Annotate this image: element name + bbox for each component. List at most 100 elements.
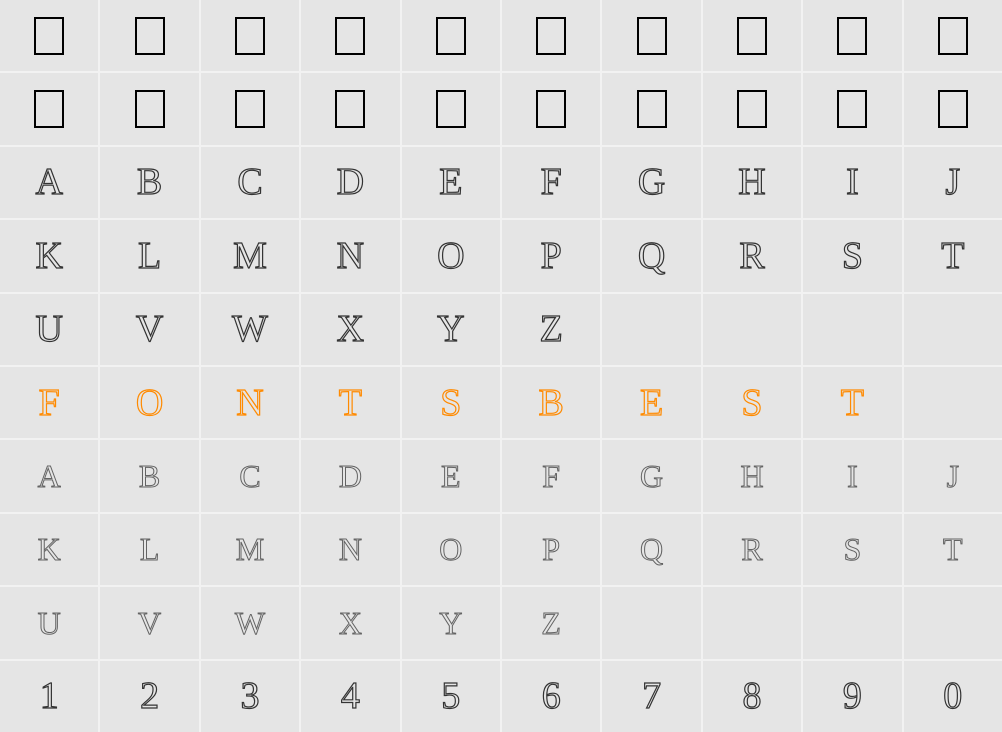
glyph-cell[interactable]: N <box>201 367 299 438</box>
glyph-cell[interactable]: T <box>904 514 1002 585</box>
glyph-cell[interactable]: B <box>502 367 600 438</box>
glyph-cell[interactable]: M <box>201 514 299 585</box>
glyph-cell[interactable]: J <box>904 147 1002 218</box>
glyph-cell[interactable]: B <box>100 147 198 218</box>
glyph-cell[interactable]: 7 <box>602 661 700 732</box>
glyph-cell[interactable]: J <box>904 440 1002 511</box>
glyph-cell[interactable]: X <box>301 294 399 365</box>
glyph-cell[interactable]: D <box>301 440 399 511</box>
glyph-cell[interactable] <box>201 73 299 144</box>
glyph-cell[interactable] <box>602 73 700 144</box>
empty-cell <box>602 294 700 365</box>
glyph-cell[interactable]: Z <box>502 294 600 365</box>
glyph-cell[interactable]: O <box>402 514 500 585</box>
glyph-cell[interactable]: L <box>100 514 198 585</box>
glyph-cell[interactable]: 1 <box>0 661 98 732</box>
glyph-cell[interactable] <box>703 0 801 71</box>
glyph-cell[interactable]: B <box>100 440 198 511</box>
glyph-cell[interactable]: A <box>0 147 98 218</box>
glyph-cell[interactable]: I <box>803 440 901 511</box>
empty-cell <box>703 294 801 365</box>
glyph-cell[interactable] <box>904 0 1002 71</box>
glyph-cell[interactable]: H <box>703 147 801 218</box>
glyph-cell[interactable]: V <box>100 294 198 365</box>
glyph-cell[interactable]: T <box>904 220 1002 291</box>
glyph-cell[interactable]: Y <box>402 587 500 658</box>
glyph-cell[interactable] <box>703 73 801 144</box>
glyph-cell[interactable]: 3 <box>201 661 299 732</box>
glyph-cell[interactable]: R <box>703 220 801 291</box>
glyph-cell[interactable]: P <box>502 514 600 585</box>
glyph-cell[interactable]: G <box>602 147 700 218</box>
glyph-cell[interactable]: W <box>201 294 299 365</box>
glyph-cell[interactable]: V <box>100 587 198 658</box>
glyph-char: 6 <box>542 677 561 715</box>
glyph-cell[interactable]: U <box>0 587 98 658</box>
glyph-cell[interactable] <box>0 0 98 71</box>
glyph-cell[interactable]: L <box>100 220 198 291</box>
glyph-cell[interactable]: W <box>201 587 299 658</box>
glyph-cell[interactable]: F <box>502 440 600 511</box>
glyph-cell[interactable]: 6 <box>502 661 600 732</box>
glyph-cell[interactable] <box>602 0 700 71</box>
glyph-cell[interactable]: S <box>402 367 500 438</box>
glyph-cell[interactable]: R <box>703 514 801 585</box>
glyph-cell[interactable]: S <box>703 367 801 438</box>
empty-cell <box>602 587 700 658</box>
glyph-cell[interactable]: 9 <box>803 661 901 732</box>
glyph-cell[interactable]: T <box>301 367 399 438</box>
glyph-cell[interactable]: 2 <box>100 661 198 732</box>
glyph-cell[interactable]: U <box>0 294 98 365</box>
glyph-cell[interactable]: 5 <box>402 661 500 732</box>
glyph-cell[interactable]: O <box>100 367 198 438</box>
glyph-cell[interactable] <box>402 73 500 144</box>
glyph-cell[interactable]: E <box>402 147 500 218</box>
glyph-cell[interactable]: Q <box>602 514 700 585</box>
glyph-cell[interactable] <box>201 0 299 71</box>
glyph-cell[interactable]: S <box>803 220 901 291</box>
glyph-cell[interactable]: H <box>703 440 801 511</box>
glyph-cell[interactable] <box>100 0 198 71</box>
glyph-cell[interactable]: 8 <box>703 661 801 732</box>
glyph-cell[interactable] <box>301 0 399 71</box>
glyph-cell[interactable]: Y <box>402 294 500 365</box>
glyph-cell[interactable] <box>0 73 98 144</box>
glyph-cell[interactable]: D <box>301 147 399 218</box>
glyph-cell[interactable] <box>301 73 399 144</box>
glyph-cell[interactable]: E <box>402 440 500 511</box>
glyph-cell[interactable]: I <box>803 147 901 218</box>
glyph-char: M <box>236 533 264 565</box>
empty-cell <box>904 294 1002 365</box>
glyph-cell[interactable]: G <box>602 440 700 511</box>
glyph-cell[interactable]: M <box>201 220 299 291</box>
glyph-cell[interactable]: Q <box>602 220 700 291</box>
glyph-cell[interactable]: E <box>602 367 700 438</box>
glyph-cell[interactable]: O <box>402 220 500 291</box>
glyph-cell[interactable]: 4 <box>301 661 399 732</box>
glyph-cell[interactable]: 0 <box>904 661 1002 732</box>
glyph-cell[interactable]: Z <box>502 587 600 658</box>
glyph-cell[interactable]: T <box>803 367 901 438</box>
glyph-cell[interactable] <box>402 0 500 71</box>
glyph-cell[interactable] <box>100 73 198 144</box>
glyph-cell[interactable]: N <box>301 514 399 585</box>
glyph-cell[interactable]: K <box>0 220 98 291</box>
glyph-char: L <box>138 237 161 275</box>
glyph-cell[interactable] <box>502 0 600 71</box>
glyph-cell[interactable]: F <box>502 147 600 218</box>
missing-glyph-icon <box>235 17 265 55</box>
glyph-cell[interactable] <box>502 73 600 144</box>
glyph-cell[interactable]: C <box>201 147 299 218</box>
glyph-cell[interactable]: X <box>301 587 399 658</box>
glyph-cell[interactable] <box>803 73 901 144</box>
glyph-cell[interactable]: S <box>803 514 901 585</box>
glyph-cell[interactable]: N <box>301 220 399 291</box>
glyph-cell[interactable]: K <box>0 514 98 585</box>
glyph-cell[interactable]: P <box>502 220 600 291</box>
glyph-cell[interactable] <box>803 0 901 71</box>
glyph-cell[interactable]: F <box>0 367 98 438</box>
glyph-cell[interactable]: C <box>201 440 299 511</box>
glyph-char: F <box>39 384 60 422</box>
glyph-cell[interactable]: A <box>0 440 98 511</box>
glyph-cell[interactable] <box>904 73 1002 144</box>
